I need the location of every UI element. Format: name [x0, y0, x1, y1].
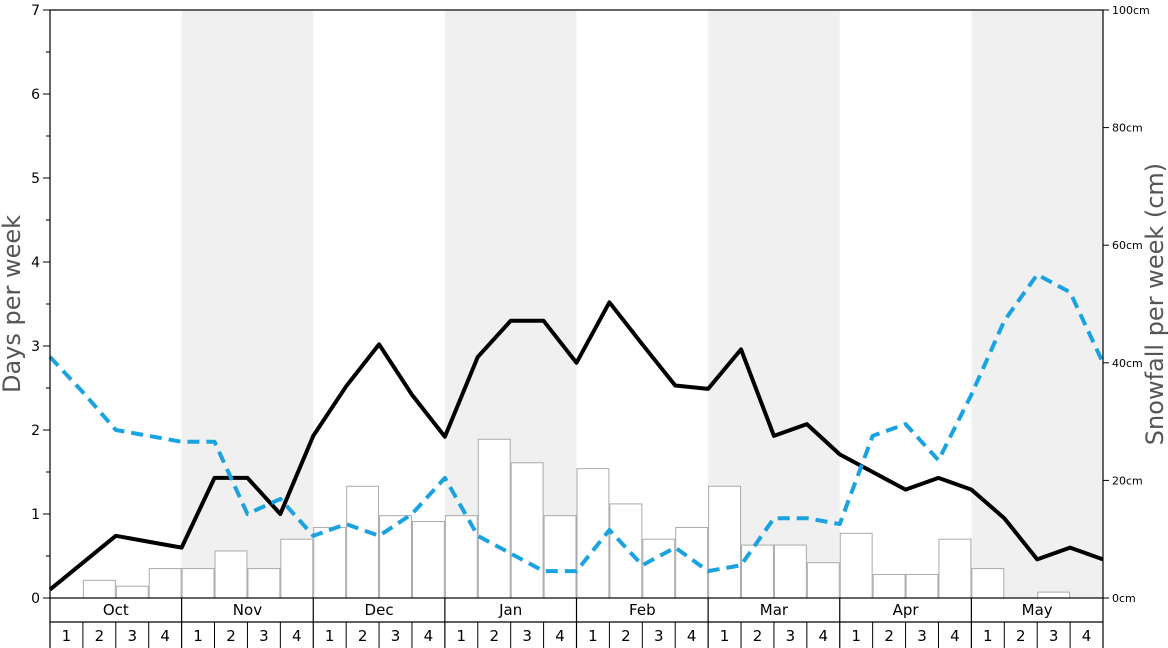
week-label: 4	[687, 627, 697, 645]
week-label: 1	[457, 627, 467, 645]
snowfall-bar	[773, 544, 807, 599]
snowfall-bar	[872, 573, 906, 599]
shade-may	[971, 10, 1103, 598]
week-label: 1	[193, 627, 203, 645]
week-label: 3	[917, 627, 927, 645]
snowfall-bar	[839, 532, 873, 599]
week-label: 3	[654, 627, 664, 645]
snowfall-bar	[510, 462, 544, 599]
solid-line	[48, 300, 1104, 592]
week-label: 3	[522, 627, 532, 645]
right-tick-label: 60cm	[1112, 239, 1143, 252]
left-tick-label: 0	[31, 591, 40, 607]
left-tick-label: 5	[31, 171, 40, 187]
week-label: 1	[983, 627, 993, 645]
month-label: Oct	[103, 601, 129, 619]
right-tick-label: 100cm	[1112, 4, 1150, 17]
left-tick-label: 6	[31, 87, 40, 103]
snowfall-bar	[971, 568, 1005, 599]
week-label: 3	[259, 627, 269, 645]
week-label: 4	[424, 627, 434, 645]
snowfall-bar	[741, 544, 774, 599]
snowfall-bar	[148, 568, 182, 599]
week-label: 1	[851, 627, 861, 645]
week-label: 1	[720, 627, 730, 645]
month-label: Feb	[629, 601, 656, 619]
right-axis-title: Snowfall per week (cm)	[1141, 163, 1168, 445]
right-tick-label: 0cm	[1112, 592, 1136, 605]
week-label: 2	[884, 627, 894, 645]
week-label: 3	[1049, 627, 1059, 645]
dashed-line	[48, 272, 1105, 574]
month-label: Mar	[760, 601, 789, 619]
right-tick-label: 20cm	[1112, 474, 1143, 487]
snowfall-bar	[938, 538, 972, 599]
week-label: 2	[1016, 627, 1026, 645]
right-tick-label: 80cm	[1112, 122, 1143, 135]
snowfall-bar	[115, 585, 149, 599]
snowfall-bar	[181, 568, 215, 599]
week-label: 3	[391, 627, 401, 645]
snowfall-bar	[411, 521, 445, 599]
snowfall-bar	[280, 538, 314, 599]
month-label: Apr	[893, 601, 920, 619]
week-label: 2	[621, 627, 631, 645]
month-axis: Oct 1 2 3 4 Nov 1 2 3 4 Dec 1 2 3 4 Jan 1 2 3 4 Feb 1 2 3 4 Mar 1 2…	[49, 598, 1104, 648]
snowfall-bars	[82, 438, 1071, 599]
snowfall-bar	[214, 550, 248, 599]
week-label: 4	[160, 627, 170, 645]
week-label: 2	[753, 627, 763, 645]
snowfall-bar	[576, 468, 610, 599]
right-tick-label: 40cm	[1112, 357, 1143, 370]
week-label: 2	[358, 627, 368, 645]
week-label: 4	[292, 627, 302, 645]
week-label: 3	[127, 627, 137, 645]
left-axis-title: Days per week	[0, 215, 26, 393]
snowfall-bar	[346, 485, 380, 599]
snowfall-bar	[477, 438, 511, 599]
month-label: Nov	[233, 601, 262, 619]
week-label: 4	[950, 627, 960, 645]
week-label: 4	[555, 627, 565, 645]
snowfall-bar	[708, 485, 742, 599]
snowfall-bar	[642, 538, 676, 599]
left-tick-label: 7	[31, 3, 40, 19]
left-tick-label: 2	[31, 423, 40, 439]
week-label: 2	[95, 627, 105, 645]
left-tick-label: 1	[31, 507, 40, 523]
snowfall-bar	[82, 579, 116, 599]
month-label: Dec	[365, 601, 394, 619]
week-label: 1	[62, 627, 72, 645]
week-label: 4	[819, 627, 829, 645]
right-axis: 0cm 20cm 40cm 60cm 80cm 100cm	[1103, 4, 1150, 605]
snowfall-bar	[806, 562, 840, 599]
left-axis: 0 1 2 3 4 5 6 7	[31, 3, 50, 607]
snowfall-bar	[313, 526, 347, 599]
week-label: 1	[325, 627, 335, 645]
week-label: 1	[588, 627, 598, 645]
week-label: 2	[489, 627, 499, 645]
left-tick-label: 4	[31, 255, 40, 271]
week-label: 4	[1082, 627, 1092, 645]
week-label: 3	[786, 627, 796, 645]
snowfall-bar	[543, 515, 577, 599]
days-lines	[48, 272, 1105, 592]
left-tick-label: 3	[31, 339, 40, 355]
snowfall-bar	[1037, 591, 1071, 599]
month-label: Jan	[498, 601, 522, 619]
snowfall-bar	[379, 515, 412, 599]
snowfall-bar	[247, 568, 281, 599]
snowfall-bar	[675, 526, 709, 599]
month-shading	[181, 10, 1103, 598]
month-label: May	[1022, 601, 1053, 619]
snowfall-bar	[609, 503, 643, 599]
snowfall-bar	[905, 573, 939, 599]
week-label: 2	[226, 627, 236, 645]
